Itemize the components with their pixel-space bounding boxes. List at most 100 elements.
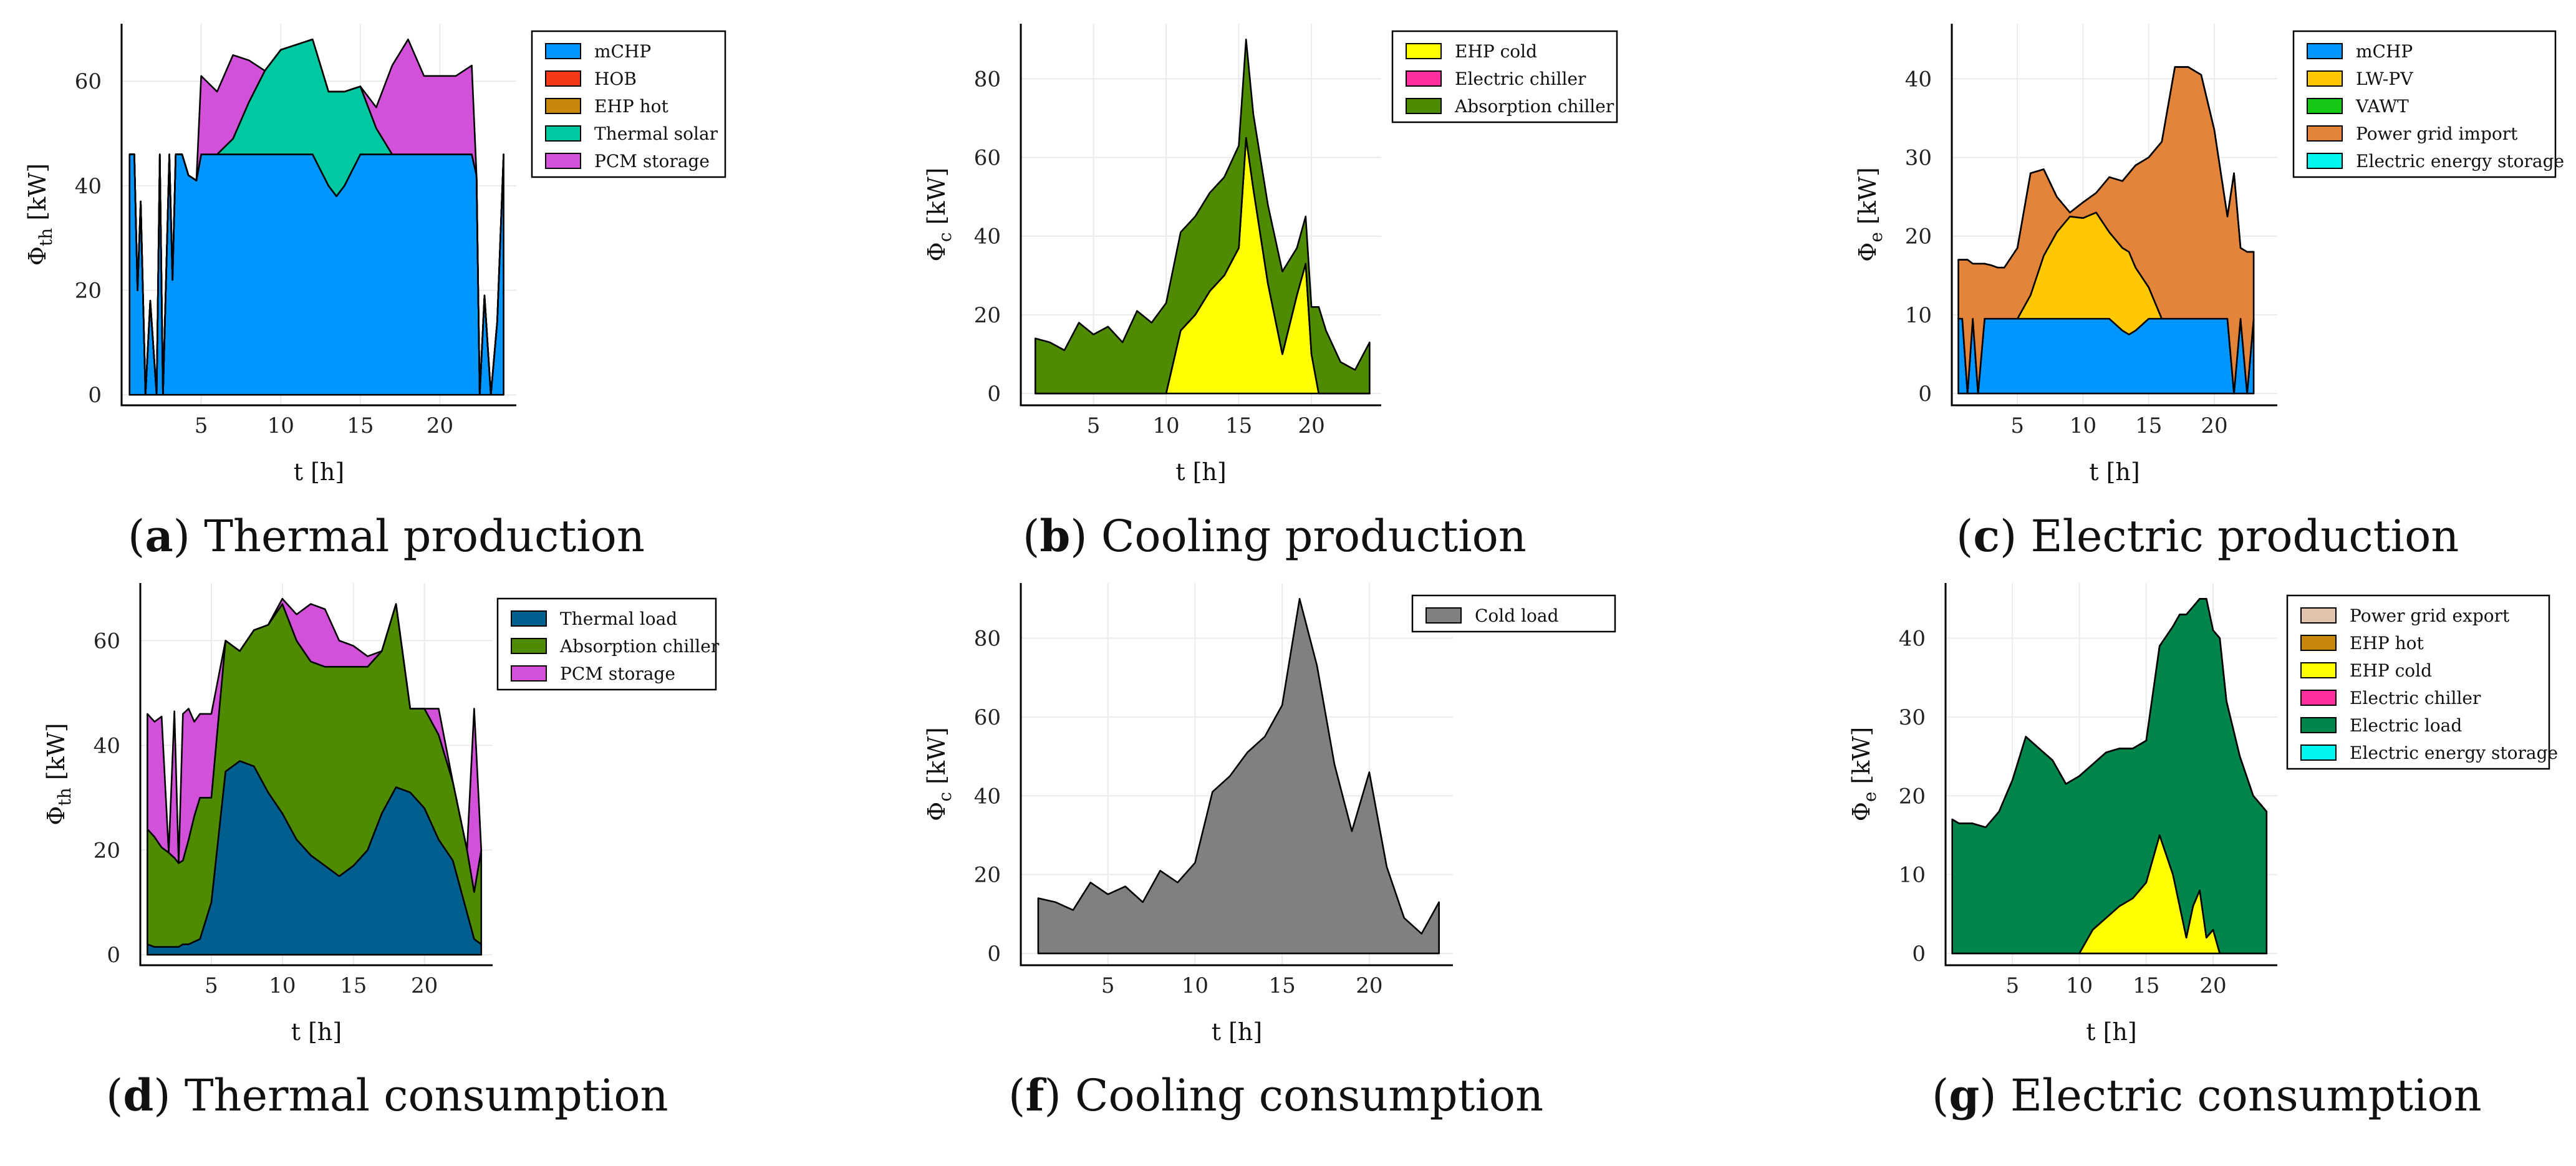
legend-label: EHP hot bbox=[2350, 633, 2424, 653]
y-tick-label: 40 bbox=[974, 784, 1001, 809]
x-tick-label: 15 bbox=[2133, 973, 2159, 998]
legend-swatch bbox=[2300, 690, 2337, 706]
y-tick-label: 0 bbox=[88, 383, 102, 408]
x-tick-label: 15 bbox=[2135, 413, 2162, 438]
legend-swatch bbox=[2300, 607, 2337, 624]
legend-swatch bbox=[545, 125, 581, 142]
y-axis-label: Φe [kW] bbox=[1854, 167, 1886, 262]
x-tick-label: 15 bbox=[1269, 973, 1296, 998]
legend-label: LW-PV bbox=[2356, 69, 2413, 89]
chart-panel-a: 5 10 15 20 0 20 40 60 t [h] Φth [kW] mCHP HOB EHP ho… bbox=[24, 24, 726, 486]
legend-label: mCHP bbox=[2356, 41, 2413, 62]
y-tick-label: 40 bbox=[974, 224, 1001, 249]
y-axis-label: Φc [kW] bbox=[923, 168, 955, 262]
x-axis-label: t [h] bbox=[2089, 458, 2139, 486]
x-axis-label: t [h] bbox=[1212, 1018, 1262, 1046]
y-tick-label: 10 bbox=[1905, 303, 1932, 328]
y-tick-label: 20 bbox=[1905, 224, 1932, 249]
x-tick-label: 20 bbox=[1356, 973, 1382, 998]
legend-swatch bbox=[545, 43, 581, 59]
area-mchp bbox=[128, 153, 504, 396]
legend-swatch bbox=[1406, 43, 1442, 59]
area-cold-load bbox=[1037, 597, 1440, 955]
area-absorption-chiller bbox=[1035, 38, 1371, 395]
legend-swatch bbox=[2307, 70, 2343, 87]
y-tick-label: 10 bbox=[1899, 863, 1926, 888]
legend-label: Electric energy storage bbox=[2356, 151, 2564, 171]
x-tick-label: 5 bbox=[2005, 973, 2019, 998]
caption-g: (g) Electric consumption bbox=[1932, 1069, 2482, 1121]
chart-panel-b: 5 10 15 20 0 20 40 60 80 t [h] Φc [kW] EHP cold Elec… bbox=[923, 24, 1618, 486]
caption-c: (c) Electric production bbox=[1956, 510, 2459, 562]
legend-label: HOB bbox=[594, 69, 637, 89]
y-tick-label: 40 bbox=[94, 733, 120, 758]
x-tick-label: 15 bbox=[1225, 413, 1252, 438]
y-tick-label: 0 bbox=[1918, 382, 1932, 407]
legend-label: Electric chiller bbox=[2350, 688, 2481, 708]
y-axis-label: Φth [kW] bbox=[24, 163, 56, 266]
legend-swatch bbox=[511, 610, 547, 627]
legend-box bbox=[2286, 594, 2550, 770]
legend-swatch bbox=[2300, 662, 2337, 678]
y-tick-label: 80 bbox=[974, 67, 1001, 92]
y-tick-label: 80 bbox=[974, 626, 1001, 651]
legend-label: PCM storage bbox=[560, 663, 675, 684]
y-tick-label: 60 bbox=[94, 629, 120, 653]
legend-swatch bbox=[2307, 153, 2343, 169]
chart-panel-g: 5 10 15 20 0 10 20 30 40 t [h] Φe [kW] Power grid e… bbox=[1848, 583, 2558, 1046]
legend-label: Thermal load bbox=[560, 609, 677, 629]
legend-swatch bbox=[1425, 607, 1462, 624]
y-axis-label: Φc [kW] bbox=[923, 727, 955, 821]
x-tick-label: 5 bbox=[205, 973, 218, 998]
legend-label: EHP hot bbox=[594, 96, 668, 117]
caption-a: (a) Thermal production bbox=[128, 510, 645, 562]
y-tick-label: 0 bbox=[107, 943, 120, 968]
legend-label: EHP cold bbox=[1455, 41, 1537, 62]
x-tick-label: 5 bbox=[195, 413, 208, 438]
y-tick-label: 20 bbox=[974, 303, 1001, 328]
y-tick-label: 30 bbox=[1905, 146, 1932, 171]
y-tick-label: 40 bbox=[1899, 626, 1926, 651]
legend-swatch bbox=[2300, 635, 2337, 651]
axes-spines bbox=[1944, 583, 2277, 966]
axes-spines bbox=[120, 24, 516, 407]
x-axis-label: t [h] bbox=[294, 458, 344, 486]
legend-label: mCHP bbox=[594, 41, 651, 62]
y-tick-label: 60 bbox=[974, 146, 1001, 171]
legend-label: Absorption chiller bbox=[1454, 96, 1614, 117]
y-tick-label: 40 bbox=[75, 174, 102, 199]
x-tick-label: 5 bbox=[1101, 973, 1115, 998]
x-tick-label: 20 bbox=[2199, 973, 2226, 998]
y-tick-label: 20 bbox=[974, 863, 1001, 888]
x-tick-label: 10 bbox=[269, 973, 296, 998]
legend-label: Electric load bbox=[2350, 715, 2462, 736]
legend-swatch bbox=[2307, 125, 2343, 142]
x-tick-label: 5 bbox=[2010, 413, 2024, 438]
legend-label: Thermal solar bbox=[594, 123, 718, 144]
legend-label: Electric energy storage bbox=[2350, 743, 2558, 763]
chart-panel-c: 5 10 15 20 0 10 20 30 40 t [h] Φe [kW] mCHP LW-PV VAW… bbox=[1854, 24, 2564, 486]
x-tick-label: 10 bbox=[1152, 413, 1179, 438]
y-tick-label: 60 bbox=[974, 705, 1001, 730]
x-tick-label: 10 bbox=[2070, 413, 2096, 438]
legend-swatch bbox=[545, 98, 581, 114]
area-electric-energy-storage bbox=[1957, 66, 2255, 269]
area-electric-energy-storage bbox=[1951, 597, 2268, 829]
x-axis-label: t [h] bbox=[291, 1018, 342, 1046]
x-axis-label: t [h] bbox=[1175, 458, 1226, 486]
caption-f: (f) Cooling consumption bbox=[1008, 1069, 1544, 1121]
x-tick-label: 10 bbox=[2066, 973, 2093, 998]
area-electric-load bbox=[1951, 597, 2268, 955]
chart-panel-f: 5 10 15 20 0 20 40 60 80 t [h] Φc [kW] Cold load bbox=[923, 583, 1616, 1046]
legend-swatch bbox=[2307, 43, 2343, 59]
y-tick-label: 20 bbox=[75, 279, 102, 304]
legend-label: Cold load bbox=[1475, 605, 1559, 626]
y-axis-label: Φe [kW] bbox=[1848, 727, 1880, 822]
axes-spines bbox=[1020, 24, 1381, 407]
x-tick-label: 5 bbox=[1087, 413, 1101, 438]
x-tick-label: 20 bbox=[427, 413, 453, 438]
y-tick-label: 0 bbox=[987, 382, 1001, 407]
x-tick-label: 20 bbox=[1298, 413, 1324, 438]
legend-label: PCM storage bbox=[594, 151, 710, 171]
